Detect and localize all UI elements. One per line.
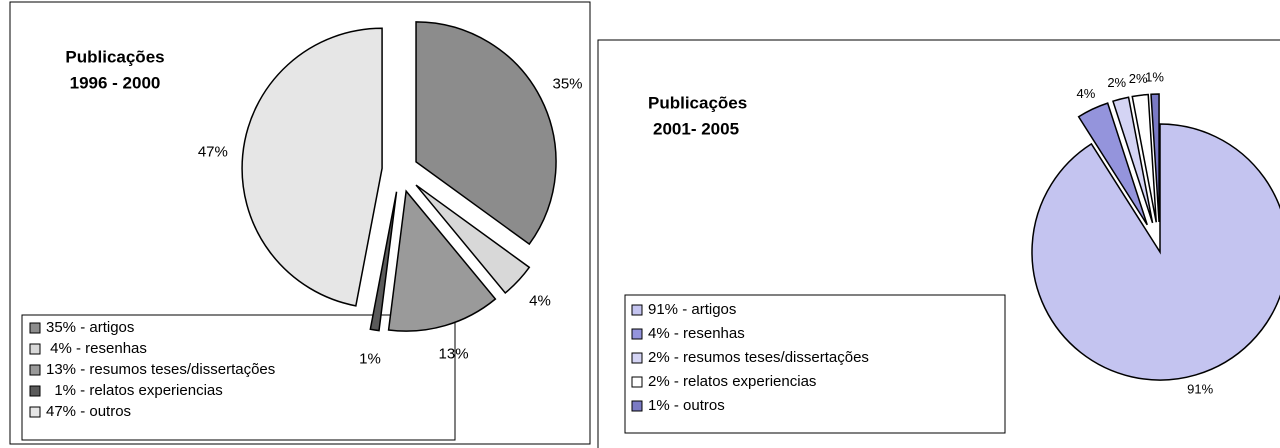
legend-swatch	[631, 328, 643, 340]
legend-swatch	[29, 406, 41, 418]
data-label: 4%	[529, 292, 551, 309]
pie-slice	[1031, 123, 1280, 381]
legend-label: 35% - artigos	[46, 319, 134, 336]
legend-label: 2% - relatos experiencias	[648, 373, 816, 390]
legend-label: 13% - resumos teses/dissertações	[46, 361, 275, 378]
data-label: 1%	[1145, 70, 1164, 85]
data-label: 35%	[552, 76, 582, 93]
data-label: 2%	[1107, 75, 1126, 90]
data-label: 2%	[1129, 71, 1148, 86]
legend-box	[624, 294, 1006, 434]
legend-label: 4% - resenhas	[648, 325, 745, 342]
pie-slice	[1077, 102, 1148, 226]
chart-frame	[597, 39, 1280, 448]
legend-swatch	[631, 352, 643, 364]
legend-swatch	[29, 322, 41, 334]
legend-swatch	[631, 400, 643, 412]
pie-slice	[1131, 93, 1157, 223]
data-label: 47%	[198, 143, 228, 160]
pie-slice	[1150, 93, 1160, 223]
data-label: 91%	[1187, 382, 1213, 397]
legend-swatch	[29, 385, 41, 397]
legend-label: 1% - relatos experiencias	[46, 382, 223, 399]
pie-slice	[1112, 96, 1154, 224]
pie-slice	[241, 27, 383, 307]
pie-slice	[415, 184, 531, 294]
legend-swatch	[29, 364, 41, 376]
legend-swatch	[631, 376, 643, 388]
legend-box	[21, 314, 456, 441]
data-label: 13%	[439, 345, 469, 362]
legend-swatch	[631, 304, 643, 316]
chart-subtitle: 2001- 2005	[653, 119, 739, 138]
chart-frame	[9, 1, 591, 445]
pie-slice	[415, 21, 557, 246]
data-label: 1%	[359, 351, 381, 368]
pie-slice	[369, 191, 398, 332]
chart-title: Publicações	[65, 47, 164, 66]
chart-subtitle: 1996 - 2000	[70, 73, 161, 92]
legend-swatch	[29, 343, 41, 355]
legend-label: 91% - artigos	[648, 301, 736, 318]
data-label: 4%	[1077, 86, 1096, 101]
chart-title: Publicações	[648, 93, 747, 112]
legend-label: 1% - outros	[648, 397, 725, 414]
pie-slice	[387, 189, 497, 332]
legend-label: 4% - resenhas	[46, 340, 147, 357]
legend-label: 2% - resumos teses/dissertações	[648, 349, 869, 366]
legend-label: 47% - outros	[46, 403, 131, 420]
